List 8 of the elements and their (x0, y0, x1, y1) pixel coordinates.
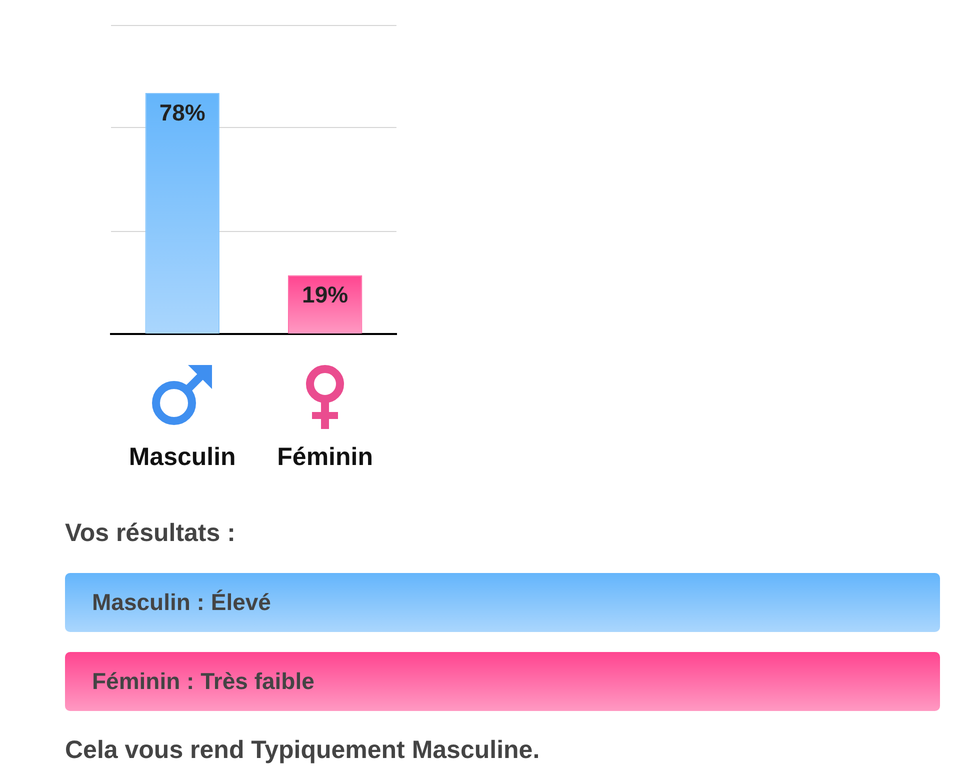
text: Féminin : Très faible (92, 667, 314, 696)
text: Vos résultats : (65, 518, 236, 549)
data-label: 78% (159, 99, 206, 126)
x-tick-label: Masculin (128, 442, 236, 471)
data-label: 19% (302, 282, 348, 308)
text: Masculin : Élevé (92, 588, 271, 617)
text: Cela vous rend Typiquement Masculine. (65, 735, 541, 766)
x-tick-label: Féminin (277, 442, 373, 471)
